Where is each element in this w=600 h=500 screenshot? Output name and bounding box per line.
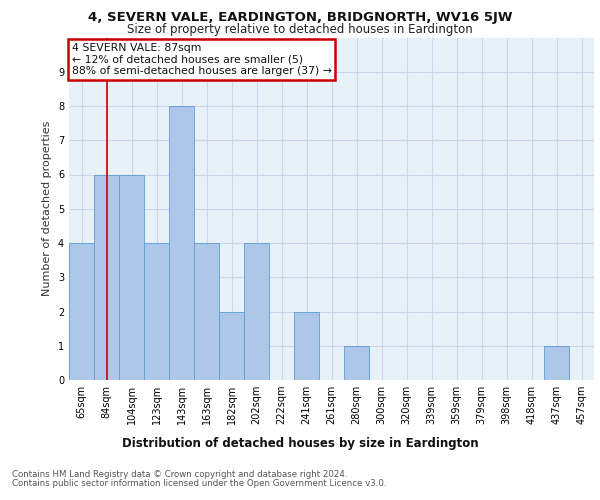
Bar [219, 312, 244, 380]
Bar [94, 174, 119, 380]
Text: Size of property relative to detached houses in Eardington: Size of property relative to detached ho… [127, 22, 473, 36]
Text: Contains HM Land Registry data © Crown copyright and database right 2024.: Contains HM Land Registry data © Crown c… [12, 470, 347, 479]
Bar [344, 346, 369, 380]
Bar [169, 106, 194, 380]
Bar [119, 174, 144, 380]
Bar [544, 346, 569, 380]
Text: 4, SEVERN VALE, EARDINGTON, BRIDGNORTH, WV16 5JW: 4, SEVERN VALE, EARDINGTON, BRIDGNORTH, … [88, 11, 512, 24]
Text: Distribution of detached houses by size in Eardington: Distribution of detached houses by size … [122, 438, 478, 450]
Text: Contains public sector information licensed under the Open Government Licence v3: Contains public sector information licen… [12, 479, 386, 488]
Text: 4 SEVERN VALE: 87sqm
← 12% of detached houses are smaller (5)
88% of semi-detach: 4 SEVERN VALE: 87sqm ← 12% of detached h… [71, 42, 331, 76]
Bar [194, 243, 219, 380]
Bar [69, 243, 94, 380]
Y-axis label: Number of detached properties: Number of detached properties [43, 121, 52, 296]
Bar [294, 312, 319, 380]
Bar [244, 243, 269, 380]
Bar [144, 243, 169, 380]
